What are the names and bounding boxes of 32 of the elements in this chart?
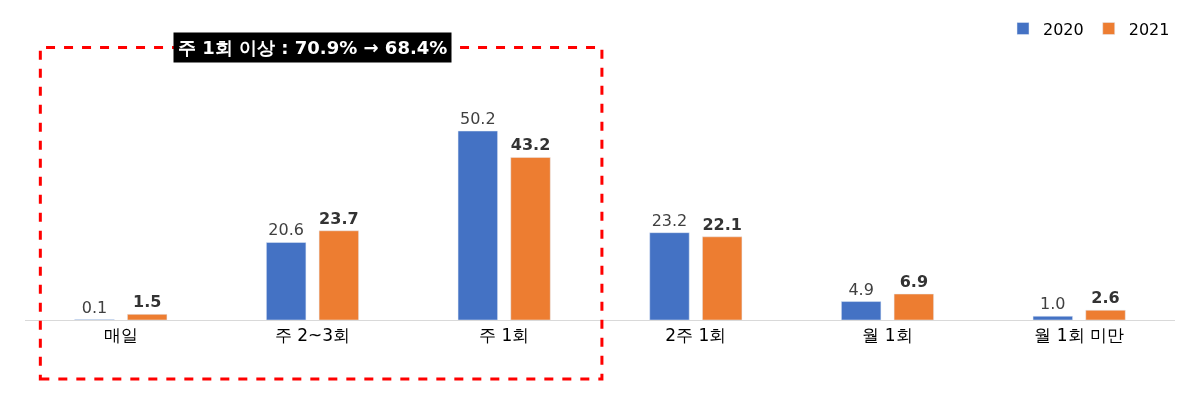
legend-label: 2020: [1043, 19, 1084, 39]
data-label: 1.5: [133, 292, 162, 312]
data-label: 1.0: [1040, 294, 1066, 314]
x-tick-label: 월 1회 미만: [1034, 325, 1124, 346]
data-label: 6.9: [899, 272, 929, 292]
bar: [127, 314, 168, 320]
data-label: 22.1: [702, 214, 742, 234]
bar: [1032, 315, 1073, 320]
bar: [318, 230, 359, 320]
bar: [649, 232, 690, 320]
data-label: 23.7: [319, 208, 359, 228]
bar: [457, 130, 498, 320]
bar: [266, 242, 307, 320]
data-label: 43.2: [510, 135, 551, 155]
x-tick-label: 매일: [103, 325, 138, 346]
bar: [510, 157, 551, 320]
data-label: 2.6: [1091, 288, 1120, 308]
data-label: 4.9: [848, 279, 874, 299]
data-label: 20.6: [268, 220, 304, 240]
legend-label: 2021: [1128, 19, 1170, 39]
x-tick-label: 2주 1회: [665, 325, 727, 346]
data-label: 50.2: [460, 109, 496, 129]
text: 주 1회 이상 : 70.9% → 68.4%: [178, 37, 448, 58]
bar: [702, 236, 743, 320]
bar: [1085, 309, 1126, 320]
x-tick-label: 주 2~3회: [274, 325, 351, 346]
data-label: 0.1: [81, 297, 108, 317]
x-tick-label: 월 1회: [862, 325, 913, 346]
x-tick-label: 주 1회: [479, 325, 530, 346]
bar: [841, 301, 882, 320]
data-label: 23.2: [651, 210, 688, 230]
bar: [893, 293, 934, 320]
